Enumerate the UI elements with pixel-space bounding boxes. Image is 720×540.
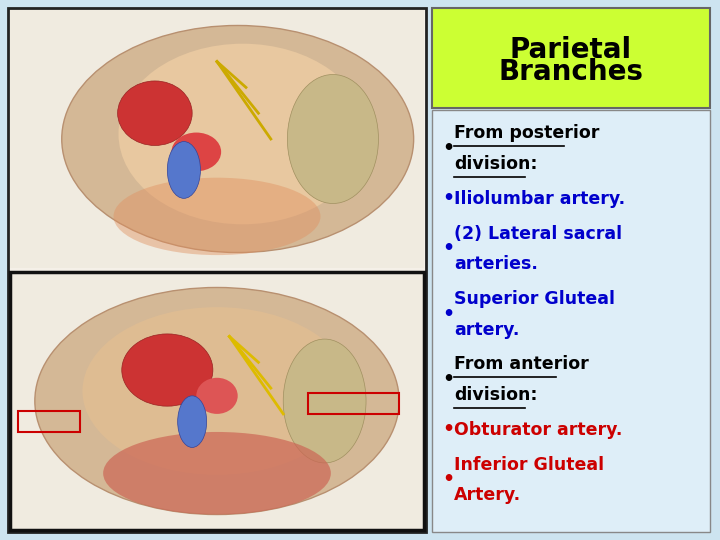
Ellipse shape <box>117 81 192 145</box>
Text: Inferior Gluteal: Inferior Gluteal <box>454 456 604 474</box>
Ellipse shape <box>62 25 414 253</box>
Text: From posterior: From posterior <box>454 124 599 143</box>
Text: Branches: Branches <box>498 58 644 86</box>
Ellipse shape <box>114 178 320 255</box>
Text: •: • <box>442 420 454 440</box>
Text: Iliolumbar artery.: Iliolumbar artery. <box>454 190 625 208</box>
Text: Obturator artery.: Obturator artery. <box>454 421 622 439</box>
Text: •: • <box>442 305 454 324</box>
Bar <box>18 411 81 432</box>
Ellipse shape <box>178 396 207 448</box>
Text: •: • <box>442 190 454 208</box>
Ellipse shape <box>197 378 238 414</box>
Text: artery.: artery. <box>454 321 519 339</box>
Ellipse shape <box>119 44 367 224</box>
Bar <box>432 8 710 108</box>
Text: Artery.: Artery. <box>454 487 521 504</box>
Ellipse shape <box>83 307 351 475</box>
Text: •: • <box>442 470 454 489</box>
Text: arteries.: arteries. <box>454 255 538 273</box>
Text: division:: division: <box>454 155 538 173</box>
Bar <box>10 10 424 268</box>
Ellipse shape <box>103 432 331 515</box>
Text: •: • <box>442 370 454 389</box>
Ellipse shape <box>171 132 221 171</box>
Text: (2) Lateral sacral: (2) Lateral sacral <box>454 225 622 242</box>
Text: division:: division: <box>454 386 538 404</box>
Ellipse shape <box>122 334 213 406</box>
Bar <box>308 393 399 414</box>
Text: From anterior: From anterior <box>454 355 589 373</box>
Text: Parietal: Parietal <box>510 36 632 64</box>
Text: •: • <box>442 239 454 258</box>
Ellipse shape <box>35 287 399 515</box>
Bar <box>432 110 710 532</box>
Ellipse shape <box>287 75 379 204</box>
Text: Superior Gluteal: Superior Gluteal <box>454 290 615 308</box>
Ellipse shape <box>283 339 366 463</box>
Bar <box>10 272 424 530</box>
Text: •: • <box>442 139 454 158</box>
FancyBboxPatch shape <box>8 8 426 532</box>
Ellipse shape <box>167 141 200 198</box>
